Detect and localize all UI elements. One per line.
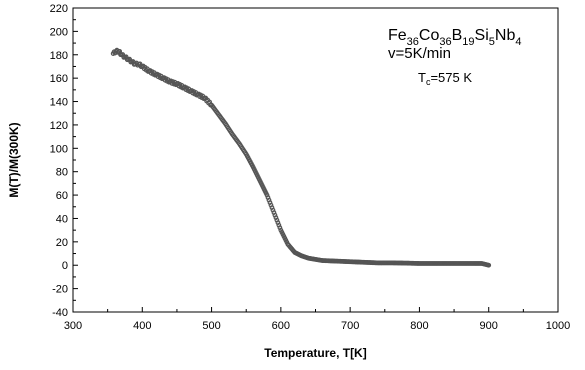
composition-element: Si xyxy=(475,27,489,44)
data-point xyxy=(275,220,281,226)
y-axis: -40 -20 0 20 40 60 80 100 120 140 160 180 200 220 xyxy=(50,3,78,319)
y-tick-label: -40 xyxy=(52,307,68,319)
data-point xyxy=(266,197,272,203)
y-tick-label: 0 xyxy=(62,260,68,272)
tc-subscript: c xyxy=(426,77,431,87)
data-series xyxy=(110,47,492,268)
data-point xyxy=(269,205,275,211)
y-tick-label: 200 xyxy=(50,26,68,38)
curie-temperature-annotation: Tc=575 K xyxy=(418,70,472,87)
y-tick-label: 40 xyxy=(56,213,68,225)
y-tick-label: 60 xyxy=(56,190,68,202)
composition-element: Nb xyxy=(495,27,516,44)
data-point xyxy=(274,217,280,223)
x-tick-label: 700 xyxy=(341,320,359,332)
y-tick-label: 180 xyxy=(50,50,68,62)
data-point xyxy=(272,212,278,218)
y-tick-label: 80 xyxy=(56,167,68,179)
y-axis-title: M(T)/M(300K) xyxy=(7,122,21,197)
y-tick-label: 100 xyxy=(50,143,68,155)
composition-subscript: 4 xyxy=(515,36,521,48)
y-tick-label: 220 xyxy=(50,3,68,15)
x-tick-label: 300 xyxy=(64,320,82,332)
x-tick-label: 1000 xyxy=(546,320,570,332)
composition-subscript: 5 xyxy=(489,36,495,48)
composition-annotation: Fe36Co36B19Si5Nb4 xyxy=(388,27,521,48)
x-tick-label: 500 xyxy=(202,320,220,332)
y-tick-label: 120 xyxy=(50,120,68,132)
rate-annotation: v=5K/min xyxy=(388,45,451,62)
tc-symbol: T xyxy=(418,70,426,85)
y-tick-label: -20 xyxy=(52,284,68,296)
x-tick-label: 400 xyxy=(133,320,151,332)
y-tick-label: 160 xyxy=(50,73,68,85)
data-point xyxy=(271,210,277,216)
x-axis: 300 400 500 600 700 800 900 1000 xyxy=(64,307,570,332)
data-point xyxy=(273,215,279,221)
data-point xyxy=(267,200,273,205)
data-point xyxy=(265,195,271,200)
data-point xyxy=(264,192,270,198)
y-tick-label: 140 xyxy=(50,97,68,109)
x-tick-label: 800 xyxy=(410,320,428,332)
composition-subscript: 36 xyxy=(407,36,419,48)
data-point xyxy=(276,222,282,228)
y-tick-label: 20 xyxy=(56,237,68,249)
tc-value: =575 K xyxy=(430,70,472,85)
data-point xyxy=(277,225,283,231)
x-tick-label: 900 xyxy=(480,320,498,332)
composition-element: Co xyxy=(419,27,440,44)
composition-element: Fe xyxy=(388,27,407,44)
composition-subscript: 19 xyxy=(462,36,474,48)
data-point xyxy=(270,207,276,213)
x-axis-title: Temperature, T[K] xyxy=(264,346,366,360)
data-point xyxy=(486,262,492,268)
composition-subscript: 36 xyxy=(439,36,451,48)
composition-element: B xyxy=(452,27,463,44)
x-tick-label: 600 xyxy=(272,320,290,332)
data-point xyxy=(268,202,274,208)
